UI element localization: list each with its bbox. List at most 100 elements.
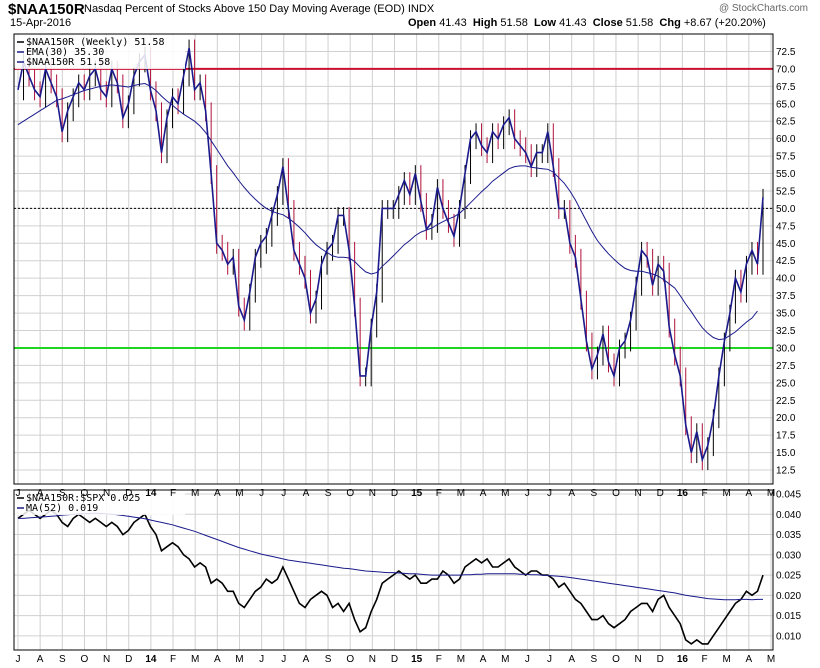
- x-tick-label: A: [303, 654, 310, 665]
- x-tick-label: S: [59, 654, 66, 665]
- x-tick-label: A: [37, 488, 44, 499]
- series-line-1: [17, 82, 758, 341]
- x-tick-label: A: [746, 654, 753, 665]
- x-tick-label: M: [723, 488, 731, 499]
- y-tick-label: 0.030: [776, 550, 801, 561]
- x-tick-label: J: [16, 488, 21, 499]
- x-tick-label: A: [568, 488, 575, 499]
- x-axis-labels: J A S O N D 14 F M A M J J A S O N D 15 F M A M J J A S O N D 16 F M A M J A…: [16, 488, 776, 665]
- chg-label: Chg: [659, 17, 681, 29]
- low-value: 41.43: [559, 17, 587, 29]
- x-tick-label: D: [391, 654, 398, 665]
- y-tick-label: 20.0: [776, 413, 796, 424]
- x-tick-label: A: [303, 488, 310, 499]
- y-tick-label: 72.5: [776, 47, 796, 58]
- x-tick-label: A: [746, 488, 753, 499]
- x-tick-label: M: [723, 654, 731, 665]
- legend-entry: MA(52) 0.019: [26, 503, 98, 514]
- x-tick-label: N: [103, 488, 110, 499]
- x-tick-label: M: [767, 654, 775, 665]
- ticker-symbol: $NAA150R: [8, 1, 85, 18]
- x-tick-label: J: [259, 654, 264, 665]
- legend-entry: $NAA150R (Weekly) 51.58: [26, 37, 164, 48]
- y-tick-label: 22.5: [776, 396, 796, 407]
- ohlc-readout: Open 41.43 High 51.58 Low 41.43 Close 51…: [408, 17, 766, 29]
- x-tick-label: M: [501, 488, 509, 499]
- x-tick-label: M: [457, 488, 465, 499]
- x-tick-label: O: [346, 488, 354, 499]
- x-tick-label: D: [657, 488, 664, 499]
- chg-value: +8.67 (+20.20%): [683, 17, 766, 29]
- x-tick-label: F: [702, 488, 708, 499]
- x-tick-label: N: [635, 488, 642, 499]
- high-value: 51.58: [500, 17, 528, 29]
- x-tick-label: N: [369, 654, 376, 665]
- chart-title-text: Nasdaq Percent of Stocks Above 150 Day M…: [84, 3, 405, 15]
- x-tick-label: S: [325, 654, 332, 665]
- x-tick-label: 15: [411, 654, 423, 665]
- x-tick-label: O: [612, 654, 620, 665]
- x-tick-label: J: [547, 488, 552, 499]
- y-tick-label: 0.020: [776, 591, 801, 602]
- x-tick-label: S: [590, 654, 597, 665]
- y-tick-label: 32.5: [776, 326, 796, 337]
- x-tick-label: N: [369, 488, 376, 499]
- exchange-label: INDX: [407, 3, 435, 15]
- x-tick-label: A: [480, 654, 487, 665]
- y-tick-label: 17.5: [776, 431, 796, 442]
- x-tick-label: D: [391, 488, 398, 499]
- x-tick-label: M: [457, 654, 465, 665]
- x-tick-label: 15: [411, 488, 423, 499]
- x-tick-label: 14: [145, 488, 157, 499]
- y-tick-label: 57.5: [776, 152, 796, 163]
- x-tick-label: 16: [677, 654, 689, 665]
- panel-border: [13, 489, 774, 651]
- y-tick-label: 50.0: [776, 204, 796, 215]
- x-tick-label: 16: [677, 488, 689, 499]
- x-tick-label: O: [612, 488, 620, 499]
- legend-entry: $NAA150R 51.58: [26, 57, 110, 68]
- x-tick-label: J: [16, 654, 21, 665]
- y-tick-label: 25.0: [776, 378, 796, 389]
- close-label: Close: [592, 17, 623, 29]
- x-tick-label: J: [281, 654, 286, 665]
- x-tick-label: M: [191, 488, 199, 499]
- y-tick-label: 0.025: [776, 571, 801, 582]
- x-tick-label: S: [59, 488, 66, 499]
- x-tick-label: M: [501, 654, 509, 665]
- y-tick-label: 0.045: [776, 490, 801, 501]
- y-tick-label: 0.015: [776, 611, 801, 622]
- x-tick-label: D: [657, 654, 664, 665]
- x-tick-label: A: [568, 654, 575, 665]
- chart-title: Nasdaq Percent of Stocks Above 150 Day M…: [84, 3, 434, 15]
- x-tick-label: F: [702, 654, 708, 665]
- low-label: Low: [534, 17, 557, 29]
- y-tick-label: 15.0: [776, 448, 796, 459]
- y-tick-label: 27.5: [776, 361, 796, 372]
- y-tick-label: 0.010: [776, 631, 801, 642]
- y-tick-label: 52.5: [776, 186, 796, 197]
- ratio-panel: 0.045 0.040 0.035 0.030 0.025 0.020 0.015 0.010…: [13, 489, 801, 651]
- y-tick-label: 37.5: [776, 291, 796, 302]
- x-tick-label: 14: [145, 654, 157, 665]
- y-tick-label: 12.5: [776, 466, 796, 477]
- panel-border: [13, 33, 774, 485]
- x-tick-label: N: [103, 654, 110, 665]
- x-tick-label: O: [81, 488, 89, 499]
- y-tick-label: 62.5: [776, 117, 796, 128]
- x-tick-label: J: [525, 488, 530, 499]
- legend-box: [15, 35, 185, 69]
- x-tick-label: J: [259, 488, 264, 499]
- y-tick-label: 0.040: [776, 510, 801, 521]
- x-tick-label: M: [767, 488, 775, 499]
- x-tick-label: S: [325, 488, 332, 499]
- watermark: @ StockCharts.com: [718, 3, 808, 14]
- x-tick-label: F: [170, 488, 176, 499]
- close-value: 51.58: [625, 17, 654, 29]
- x-tick-label: M: [235, 488, 243, 499]
- y-tick-label: 67.5: [776, 82, 796, 93]
- x-tick-label: D: [125, 654, 132, 665]
- y-tick-label: 45.0: [776, 239, 796, 250]
- y-tick-label: 70.0: [776, 64, 796, 75]
- x-tick-label: J: [525, 654, 530, 665]
